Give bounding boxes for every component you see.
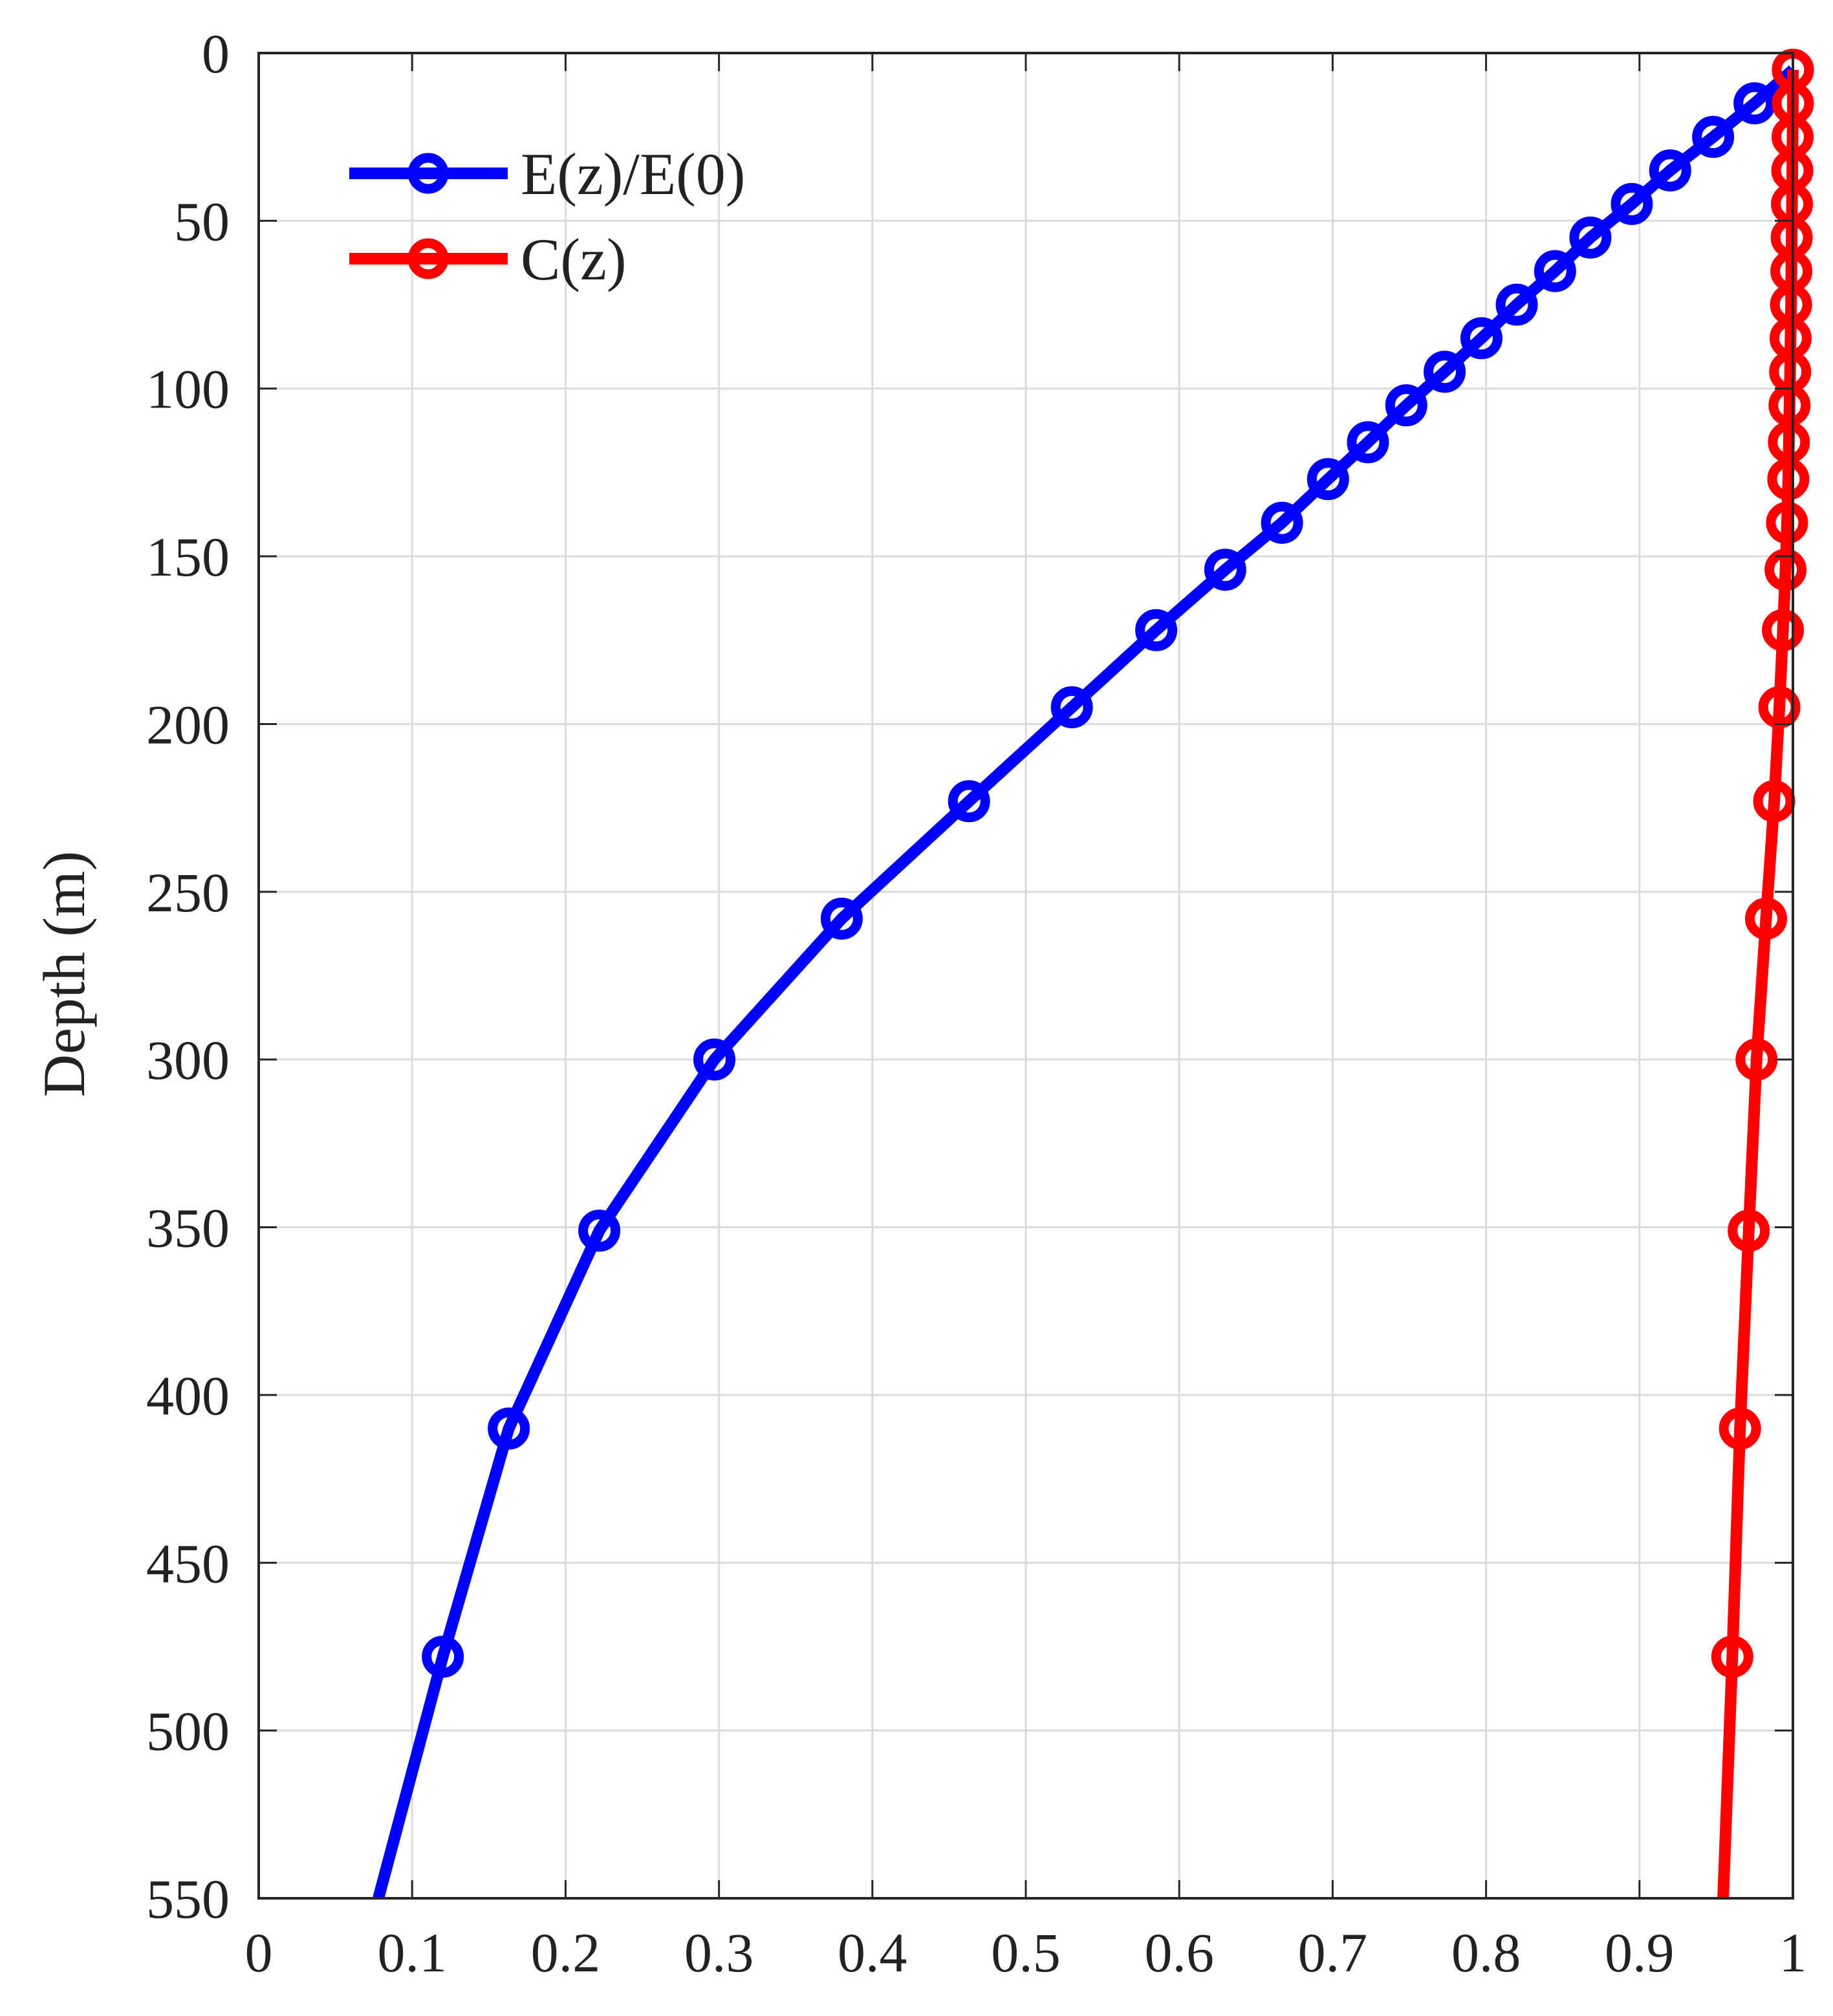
series-2-marker <box>1767 458 1810 501</box>
series-2-marker <box>1764 548 1807 591</box>
series-1-marker <box>578 1209 621 1252</box>
series-2-marker <box>1711 1636 1753 1678</box>
x-tick-label: 0.4 <box>838 1922 907 1984</box>
series-2-marker <box>1728 1209 1770 1252</box>
y-tick-label: 200 <box>146 693 230 755</box>
y-tick-label: 50 <box>174 190 230 252</box>
y-tick-label: 500 <box>146 1700 230 1762</box>
y-tick-label: 450 <box>146 1532 230 1594</box>
series-line-1 <box>373 65 1797 1900</box>
series-2-marker <box>1744 897 1787 940</box>
series-1-marker <box>1385 384 1427 427</box>
series-1-marker <box>1424 351 1466 393</box>
series-1-marker <box>1261 501 1303 544</box>
series-1-marker <box>1692 116 1735 158</box>
x-tick-label: 0.9 <box>1605 1922 1675 1984</box>
series-layer <box>373 49 1814 1900</box>
x-tick-label: 0.3 <box>684 1922 754 1984</box>
y-tick-label: 150 <box>146 526 230 588</box>
series-1-marker <box>1733 82 1776 125</box>
series-1-marker <box>948 780 990 823</box>
series-2-marker <box>1719 1407 1761 1450</box>
series-1-marker <box>1460 317 1502 360</box>
plot-frame <box>257 52 1794 1900</box>
series-1-marker <box>1495 283 1538 326</box>
series-1-marker <box>1135 609 1178 651</box>
x-tick-label: 0.1 <box>377 1922 447 1984</box>
series-2-marker <box>1735 1038 1778 1081</box>
legend-marker-1 <box>407 153 449 194</box>
axes <box>257 52 1794 1900</box>
series-1-marker <box>422 1636 464 1678</box>
series-1-marker <box>820 897 863 940</box>
series-1-marker <box>1569 216 1612 259</box>
series-2-marker <box>1766 501 1808 544</box>
y-tick-label: 300 <box>146 1029 230 1091</box>
y-tick-label: 550 <box>146 1868 230 1930</box>
series-2-marker <box>1762 609 1805 651</box>
x-tick-label: 1 <box>1779 1922 1807 1984</box>
series-1-marker <box>488 1407 530 1450</box>
legend: E(z)/E(0) C(z) <box>349 141 745 292</box>
y-tick-label: 250 <box>146 862 230 924</box>
x-tick-label: 0 <box>245 1922 273 1984</box>
series-2-marker <box>1753 780 1795 823</box>
tick-labels: 0 0.1 0.2 0.3 0.4 0.5 0.6 0.7 0.8 0.9 1 0 50 100 150 20… <box>146 23 1807 1984</box>
legend-entry-1: E(z)/E(0) <box>349 141 745 207</box>
legend-label-1: E(z)/E(0) <box>521 141 745 207</box>
y-tick-label: 100 <box>146 358 230 420</box>
y-axis-label: Depth (m) <box>31 851 97 1098</box>
x-tick-label: 0.5 <box>991 1922 1061 1984</box>
legend-label-2: C(z) <box>521 226 626 292</box>
series-1-marker <box>1347 421 1389 464</box>
series-1-marker <box>693 1038 735 1081</box>
series-1-marker <box>1649 149 1691 192</box>
x-tick-label: 0.7 <box>1298 1922 1368 1984</box>
series-1-marker <box>1204 548 1246 591</box>
series-1-marker <box>1050 686 1093 729</box>
series-1-marker <box>1307 458 1349 501</box>
y-tick-label: 400 <box>146 1365 230 1427</box>
series-1-marker <box>1534 250 1576 292</box>
x-tick-label: 0.2 <box>531 1922 601 1984</box>
legend-marker-2 <box>407 238 449 279</box>
y-tick-label: 0 <box>202 23 230 85</box>
x-tick-label: 0.8 <box>1451 1922 1521 1984</box>
y-tick-label: 350 <box>146 1197 230 1259</box>
series-1-marker <box>1611 182 1653 225</box>
x-tick-label: 0.6 <box>1144 1922 1214 1984</box>
legend-entry-2: C(z) <box>349 226 626 292</box>
